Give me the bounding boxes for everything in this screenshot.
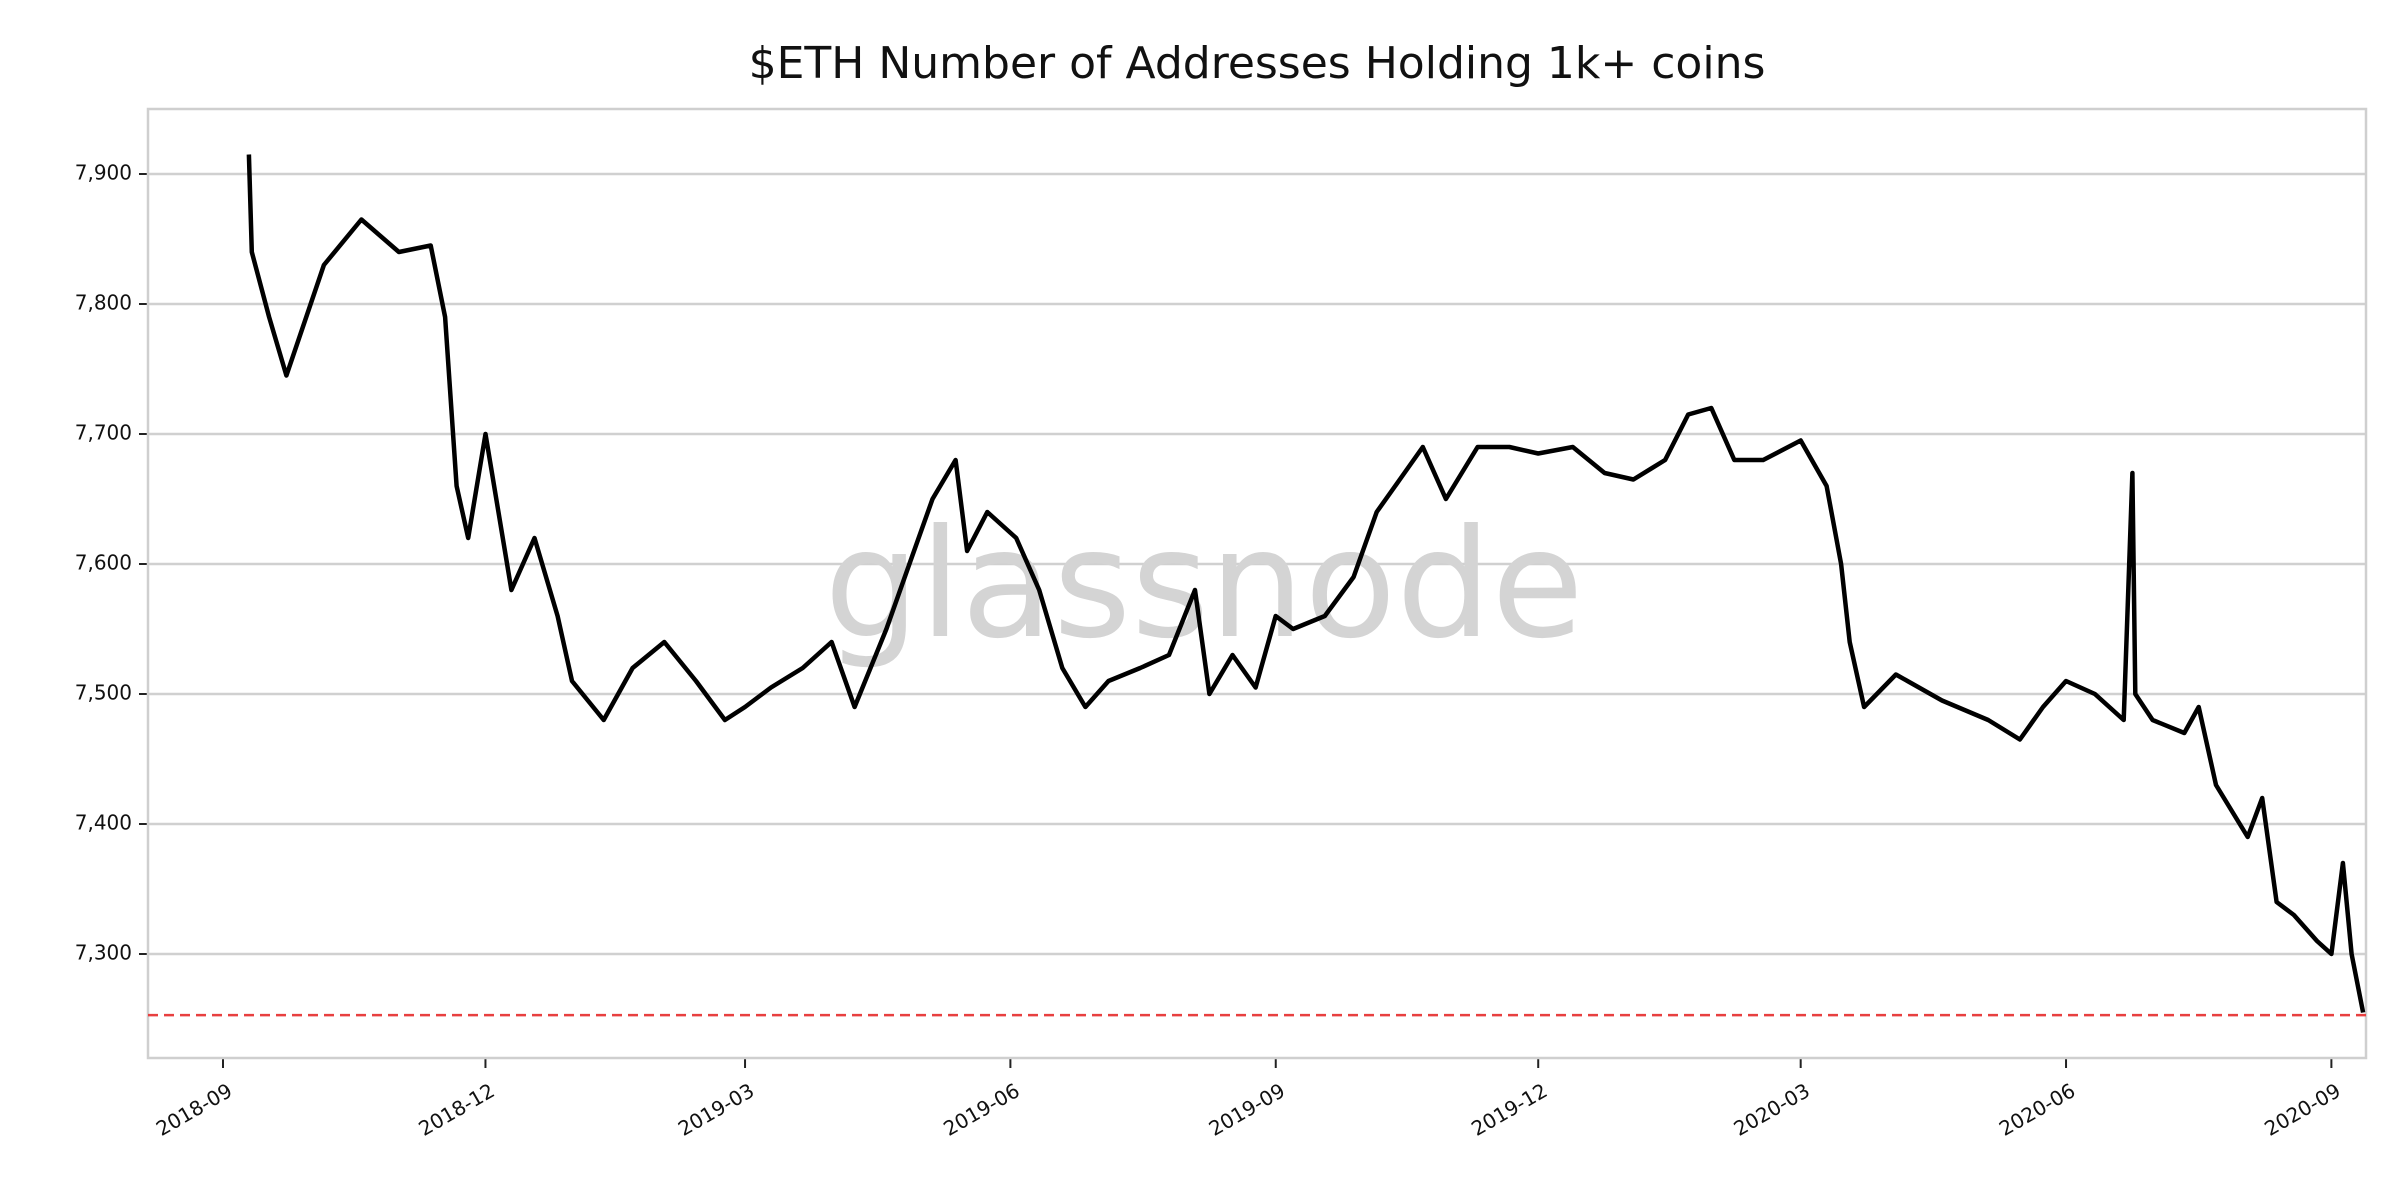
- plot-frame: [146, 107, 2368, 1060]
- y-tick-label: 7,300: [75, 941, 132, 965]
- x-tick-label: 2018-09: [152, 1078, 236, 1141]
- data-line: [246, 154, 2366, 1013]
- y-tick-label: 7,900: [75, 161, 132, 185]
- x-tick-label: 2020-09: [2260, 1078, 2344, 1141]
- x-tick-label: 2018-12: [414, 1078, 498, 1141]
- y-tick-label: 7,600: [75, 551, 132, 575]
- x-tick-label: 2019-06: [939, 1078, 1023, 1141]
- x-tick-label: 2019-12: [1467, 1078, 1551, 1141]
- x-tick-label: 2019-03: [674, 1078, 758, 1141]
- y-tick-label: 7,400: [75, 811, 132, 835]
- chart-title: $ETH Number of Addresses Holding 1k+ coi…: [749, 38, 1766, 89]
- y-tick-label: 7,700: [75, 421, 132, 445]
- x-tick-label: 2019-09: [1205, 1078, 1289, 1141]
- x-tick-label: 2020-06: [1995, 1078, 2079, 1141]
- y-tick-label: 7,800: [75, 291, 132, 315]
- y-tick-label: 7,500: [75, 681, 132, 705]
- x-tick-label: 2020-03: [1730, 1078, 1814, 1141]
